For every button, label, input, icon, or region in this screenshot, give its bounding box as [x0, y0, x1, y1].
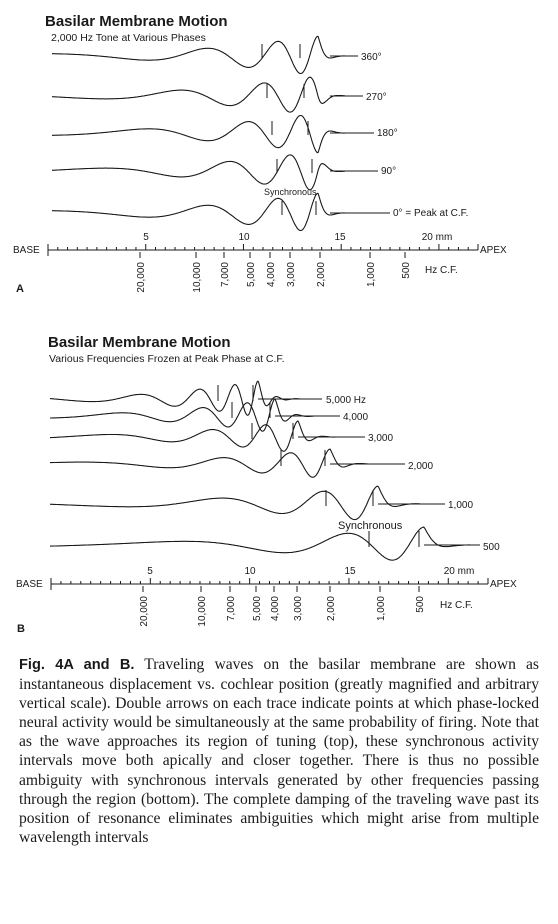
panel-label-b: B	[17, 623, 25, 635]
axis-a-freq-label: 4,000	[266, 262, 277, 287]
traveling-wave-a	[52, 76, 345, 113]
figure-b: Basilar Membrane Motion Various Frequenc…	[0, 330, 558, 640]
traveling-wave-b	[50, 448, 370, 478]
axis-b-freq-label: 4,000	[270, 596, 281, 621]
axis-b-freq-label: 10,000	[197, 596, 208, 627]
caption-text: Traveling waves on the basilar membrane …	[19, 656, 539, 846]
axis-a-freq-label: 7,000	[220, 262, 231, 287]
trace-b-3	[50, 448, 405, 478]
axis-a-freq-label: 500	[401, 262, 412, 279]
traveling-wave-a	[52, 192, 345, 232]
trace-a-label-360: 360°	[361, 52, 382, 63]
trace-b-5	[50, 526, 480, 561]
synchronous-annotation-b: Synchronous	[338, 520, 403, 532]
trace-b-label-3000: 3,000	[368, 433, 393, 444]
axis-a-freq-label: 20,000	[136, 262, 147, 293]
axis-a-freq-label: 2,000	[316, 262, 327, 287]
panel-label-a: A	[16, 283, 24, 295]
apex-label-a: APEX	[480, 245, 507, 256]
trace-a-2	[52, 114, 374, 154]
hz-cf-label-a: Hz C.F.	[425, 265, 458, 276]
figure-b-subtitle: Various Frequencies Frozen at Peak Phase…	[49, 353, 285, 365]
mm-tick-5-b: 5	[147, 566, 153, 577]
trace-a-4	[52, 192, 390, 232]
mm-tick-5-a: 5	[143, 232, 149, 243]
trace-a-label-0: 0° = Peak at C.F.	[393, 208, 468, 219]
trace-b-2	[49, 420, 365, 452]
figure-b-traces	[49, 380, 480, 561]
figure-a-plot: Basilar Membrane Motion 2,000 Hz Tone at…	[13, 13, 507, 295]
figure-a-traces	[52, 35, 390, 232]
cochlear-axis-a: BASE APEX 5 10 15 20 mm Hz C.F. 20,000 10…	[13, 232, 507, 293]
trace-b-1	[50, 398, 340, 432]
mm-tick-20-b: 20 mm	[444, 566, 475, 577]
mm-tick-15-a: 15	[334, 232, 346, 243]
axis-b-freq-label: 2,000	[326, 596, 337, 621]
synchronous-annotation-a: Synchronous	[264, 187, 317, 197]
mm-tick-20-a: 20 mm	[422, 232, 453, 243]
trace-a-label-270: 270°	[366, 92, 387, 103]
caption-lead: Fig. 4A and B.	[19, 657, 135, 673]
axis-a-freq-label: 10,000	[192, 262, 203, 293]
axis-a-freq-label: 1,000	[366, 262, 377, 287]
mm-tick-15-b: 15	[344, 566, 356, 577]
traveling-wave-b	[50, 398, 315, 432]
figure-a-title: Basilar Membrane Motion	[45, 13, 228, 30]
traveling-wave-a	[52, 35, 345, 75]
figure-b-title: Basilar Membrane Motion	[48, 334, 231, 351]
apex-label-b: APEX	[490, 579, 517, 590]
traveling-wave-b	[50, 380, 300, 416]
traveling-wave-b	[49, 485, 420, 521]
traveling-wave-a	[52, 114, 345, 154]
axis-a-freq-label: 3,000	[286, 262, 297, 287]
trace-a-label-90: 90°	[381, 166, 396, 177]
trace-b-label-500: 500	[483, 542, 500, 553]
axis-b-freq-label: 3,000	[293, 596, 304, 621]
trace-b-0	[50, 380, 322, 416]
base-label-a: BASE	[13, 245, 40, 256]
mm-tick-10-b: 10	[244, 566, 256, 577]
trace-a-label-180: 180°	[377, 128, 398, 139]
trace-b-label-1000: 1,000	[448, 500, 473, 511]
trace-b-4	[49, 485, 445, 521]
figure-a: Basilar Membrane Motion 2,000 Hz Tone at…	[0, 0, 558, 300]
axis-a-freq-label: 5,000	[246, 262, 257, 287]
traveling-wave-a	[52, 154, 345, 191]
figure-b-plot: Basilar Membrane Motion Various Frequenc…	[16, 334, 517, 635]
traveling-wave-b	[50, 526, 470, 561]
trace-a-0	[52, 35, 358, 75]
cochlear-axis-b: BASE APEX 5 10 15 20 mm Hz C.F. 20,000 10…	[16, 566, 517, 627]
trace-a-3	[52, 154, 378, 191]
traveling-wave-b	[49, 420, 335, 452]
trace-a-1	[52, 76, 363, 113]
axis-b-freq-label: 20,000	[139, 596, 150, 627]
trace-b-label-5000: 5,000 Hz	[326, 395, 366, 406]
axis-b-freq-label: 5,000	[252, 596, 263, 621]
figure-caption: Fig. 4A and B. Traveling waves on the ba…	[19, 655, 539, 847]
axis-b-freq-label: 7,000	[226, 596, 237, 621]
figure-a-subtitle: 2,000 Hz Tone at Various Phases	[51, 32, 206, 44]
trace-b-label-4000: 4,000	[343, 412, 368, 423]
mm-tick-10-a: 10	[238, 232, 250, 243]
base-label-b: BASE	[16, 579, 43, 590]
axis-b-freq-label: 500	[415, 596, 426, 613]
hz-cf-label-b: Hz C.F.	[440, 600, 473, 611]
axis-b-freq-label: 1,000	[376, 596, 387, 621]
trace-b-label-2000: 2,000	[408, 461, 433, 472]
